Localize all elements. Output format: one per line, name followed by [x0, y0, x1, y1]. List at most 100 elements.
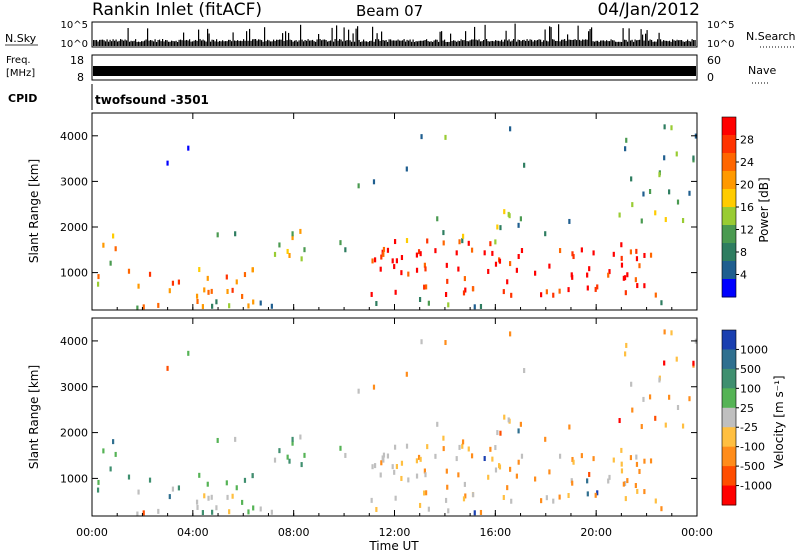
power-cell [626, 272, 629, 278]
power-cell [489, 241, 492, 247]
velocity-cell [503, 414, 506, 420]
nsky-bar [480, 41, 482, 46]
power-cell [620, 242, 623, 248]
velocity-cell [558, 453, 562, 459]
x-tick-label: 08:00 [278, 526, 310, 539]
nsky-bar [643, 40, 645, 46]
colorbar-tick-label: 4 [740, 269, 747, 282]
nsky-bar [258, 39, 260, 46]
nsky-bar [633, 41, 635, 46]
velocity-colorbar-label: Velocity [m s⁻¹] [772, 375, 786, 468]
nsky-bar [153, 41, 155, 46]
power-cell [622, 275, 625, 281]
velocity-cell [231, 493, 234, 499]
velocity-cell [612, 457, 615, 463]
velocity-cell [187, 350, 190, 356]
power-cell [198, 267, 201, 273]
colorbar-tick-label: 25 [740, 402, 754, 415]
velocity-cell [273, 457, 277, 463]
velocity-cell [424, 472, 427, 478]
colorbar-tick-label: -25 [740, 421, 758, 434]
nsky-bar [253, 39, 255, 46]
nsky-bar [361, 41, 363, 46]
power-cell [519, 216, 522, 222]
nsky-bar [469, 40, 471, 46]
nsky-bar [631, 39, 633, 46]
power-cell [467, 240, 470, 246]
power-cell [424, 284, 428, 290]
power-cell [654, 210, 657, 216]
power-cell [663, 124, 666, 130]
power-cell [407, 271, 410, 277]
power-cell [648, 189, 652, 195]
nsky-bar [189, 39, 191, 46]
nsky-bar [495, 40, 497, 46]
velocity-cell [654, 498, 657, 504]
velocity-cell [424, 490, 428, 496]
power-cell [636, 283, 639, 289]
power-cell [420, 134, 423, 140]
power-cell [195, 293, 199, 299]
nsky-bar [117, 41, 119, 46]
nsky-bar [102, 39, 104, 46]
nsky-bar [603, 40, 605, 46]
power-cell [303, 247, 306, 253]
nsky-bar [97, 41, 99, 46]
nsky-bar [175, 40, 177, 46]
nsky-bar [414, 41, 416, 46]
power-cell [371, 258, 374, 264]
nsky-bar [244, 40, 246, 46]
power-cell [676, 199, 680, 205]
power-cell [382, 246, 386, 252]
nsky-bar [124, 39, 126, 46]
nsky-bar [421, 40, 423, 46]
nsky-bar [591, 27, 593, 46]
velocity-cell [419, 456, 422, 462]
nsky-bar [403, 39, 405, 46]
velocity-cell [540, 498, 543, 504]
power-cell [520, 248, 524, 254]
power-cell [109, 260, 112, 266]
velocity-cell [243, 477, 247, 483]
nsky-bar [115, 39, 117, 46]
power-cell [344, 247, 347, 253]
nsky-bar [277, 39, 279, 46]
velocity-cell [654, 415, 657, 421]
power-cell [498, 258, 502, 264]
velocity-cell [247, 509, 250, 515]
power-cell [499, 225, 502, 231]
nsky-bar [198, 29, 200, 46]
velocity-cell [552, 498, 555, 504]
nsky-bar [388, 39, 390, 46]
power-cell [357, 183, 360, 189]
power-cell [640, 218, 643, 224]
power-cell [494, 261, 498, 267]
nsky-bar [444, 39, 446, 46]
power-cell [558, 288, 561, 294]
power-cell [300, 256, 303, 262]
power-cell [654, 292, 657, 298]
nsky-bar [213, 39, 215, 46]
velocity-cell [442, 435, 445, 441]
velocity-cell [470, 453, 474, 459]
x-tick-label: 12:00 [379, 526, 411, 539]
nsky-bar [606, 40, 608, 46]
power-cell [427, 300, 430, 306]
nsky-bar [589, 29, 591, 46]
nsky-bar [628, 28, 630, 46]
freq-top-tick: 18 [70, 54, 84, 67]
nsky-bar [508, 39, 510, 46]
nsky-bar [435, 39, 437, 46]
nsky-bar [223, 41, 225, 46]
power-cell [380, 254, 383, 260]
nsky-bar [168, 41, 170, 46]
nsky-bar [306, 40, 308, 46]
nsky-bar [679, 40, 681, 46]
velocity-cell [586, 478, 589, 484]
nsky-bar [355, 28, 357, 46]
power-cell [473, 304, 476, 310]
nsky-bar [195, 39, 197, 46]
nsky-label: N.Sky [5, 32, 37, 45]
power-cell [234, 231, 237, 237]
